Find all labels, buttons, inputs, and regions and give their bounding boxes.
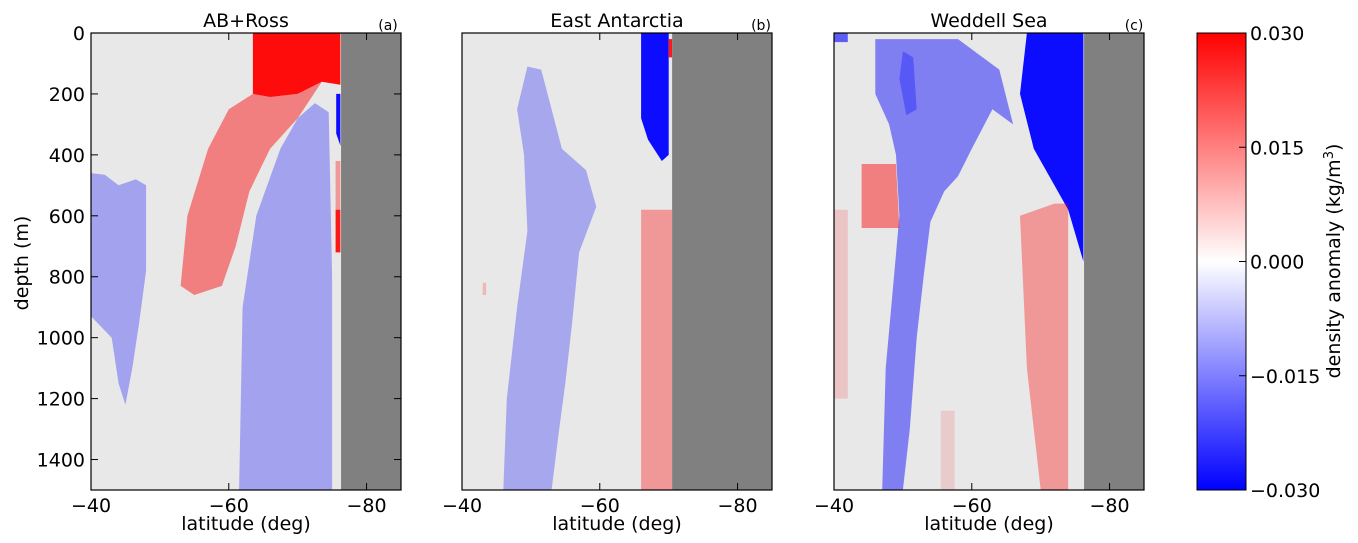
colorbar-gradient bbox=[1196, 32, 1247, 491]
panel-a-ytick-label: 1200 bbox=[37, 389, 85, 411]
colorbar-tick-label: 0.015 bbox=[1250, 137, 1304, 159]
colorbar-ticks: 0.030 0.015 0.000 −0.015 −0.030 bbox=[1239, 23, 1320, 502]
panel-a-xlabel: latitude (deg) bbox=[181, 513, 311, 535]
panel-a-xtick-label: −60 bbox=[209, 495, 249, 517]
panel-b-anomaly-region-5 bbox=[482, 282, 487, 295]
panel-a-land-mask bbox=[341, 33, 401, 490]
panel-a-title: AB+Ross bbox=[203, 10, 289, 32]
panel-a-ytick-label: 200 bbox=[49, 84, 85, 106]
colorbar-tick-label: −0.030 bbox=[1250, 480, 1320, 502]
colorbar: 0.030 0.015 0.000 −0.015 −0.030 density anom… bbox=[1196, 23, 1345, 502]
panel-c-anomaly-region-8 bbox=[940, 410, 955, 490]
panel-c-xlabel: latitude (deg) bbox=[924, 513, 1054, 535]
colorbar-tick-label: 0.000 bbox=[1250, 252, 1304, 274]
panel-b-xtick-label: −60 bbox=[580, 495, 620, 517]
panel-c-land-mask bbox=[1084, 33, 1144, 490]
panel-b-anomaly-region-3 bbox=[503, 66, 597, 490]
panel-a-ytick-label: 600 bbox=[49, 206, 85, 228]
panel-b-title: East Antarctia bbox=[550, 10, 683, 32]
panel-c-anomaly-region-2 bbox=[875, 39, 1014, 490]
panel-a-anomaly-region-4 bbox=[336, 93, 341, 146]
panel-b-frame bbox=[461, 32, 773, 491]
panel-a-anomaly-region-7 bbox=[91, 173, 147, 405]
panel-c-anomaly-region-1 bbox=[1020, 33, 1084, 262]
panel-b-anomaly-region-1 bbox=[641, 33, 669, 161]
panel-a-plot-area bbox=[90, 32, 402, 491]
panel-b-land-mask bbox=[672, 33, 772, 490]
panel-a-ytick-label: 1000 bbox=[37, 328, 85, 350]
panel-c-anomaly-region-4 bbox=[899, 51, 917, 116]
panel-c-xtick-label: −60 bbox=[952, 495, 992, 517]
panel-b-xlabel: latitude (deg) bbox=[552, 513, 682, 535]
panel-a-xtick-label: −80 bbox=[347, 495, 387, 517]
panel-c: Weddell Sea (c) latitude (deg) −40 −60 −80 bbox=[814, 10, 1145, 535]
panel-a-ytick-label: 1400 bbox=[37, 450, 85, 472]
panel-a-frame bbox=[90, 32, 402, 491]
panel-a-ylabel: depth (m) bbox=[11, 216, 33, 311]
panel-b-tag: (b) bbox=[751, 18, 771, 34]
panel-a-anomaly-region-6 bbox=[335, 161, 341, 210]
panel-a-xtick-label: −40 bbox=[71, 495, 111, 517]
panel-a-ytick-label: 0 bbox=[73, 23, 85, 45]
panel-c-frame bbox=[833, 32, 1145, 491]
panel-b-xtick-label: −40 bbox=[442, 495, 482, 517]
panel-b-xtick-label: −80 bbox=[718, 495, 758, 517]
panel-b-anomaly-region-4 bbox=[641, 209, 673, 490]
panel-c-anomaly-region-7 bbox=[1020, 203, 1069, 490]
panel-b: East Antarctia (b) latitude (deg) −40 −60… bbox=[442, 10, 773, 535]
panel-c-anomaly-region-3 bbox=[834, 33, 848, 43]
panel-c-ticks: −40 −60 −80 bbox=[814, 33, 1130, 517]
panel-c-title: Weddell Sea bbox=[930, 10, 1047, 32]
panel-a-anomaly-region-2 bbox=[180, 81, 322, 295]
colorbar-label: density anomaly (kg/m3) bbox=[1322, 144, 1345, 379]
colorbar-tick-label: 0.030 bbox=[1250, 23, 1304, 45]
panel-a-tag: (a) bbox=[378, 18, 398, 34]
panel-a-ytick-label: 400 bbox=[49, 145, 85, 167]
panel-a: AB+Ross (a) latitude (deg) depth (m) −40… bbox=[11, 10, 402, 535]
panel-b-ticks: −40 −60 −80 bbox=[442, 33, 758, 517]
panel-b-plot-area bbox=[461, 32, 773, 491]
panel-c-xtick-label: −80 bbox=[1090, 495, 1130, 517]
panel-c-anomaly-region-6 bbox=[834, 209, 848, 399]
panel-b-anomaly-region-2 bbox=[668, 39, 673, 58]
panel-a-anomaly-region-5 bbox=[335, 209, 341, 253]
panel-c-plot-area bbox=[833, 32, 1145, 491]
panel-a-ytick-label: 800 bbox=[49, 267, 85, 289]
panel-c-anomaly-region-5 bbox=[861, 164, 900, 228]
panel-a-ticks: −40 −60 −80 0 200 400 600 800 1000 1200 1400 bbox=[37, 23, 401, 517]
panel-c-xtick-label: −40 bbox=[814, 495, 854, 517]
colorbar-tick-label: −0.015 bbox=[1250, 366, 1320, 388]
panel-c-tag: (c) bbox=[1125, 18, 1144, 34]
panel-a-anomaly-region-1 bbox=[252, 33, 341, 97]
panel-a-anomaly-region-3 bbox=[239, 103, 333, 490]
